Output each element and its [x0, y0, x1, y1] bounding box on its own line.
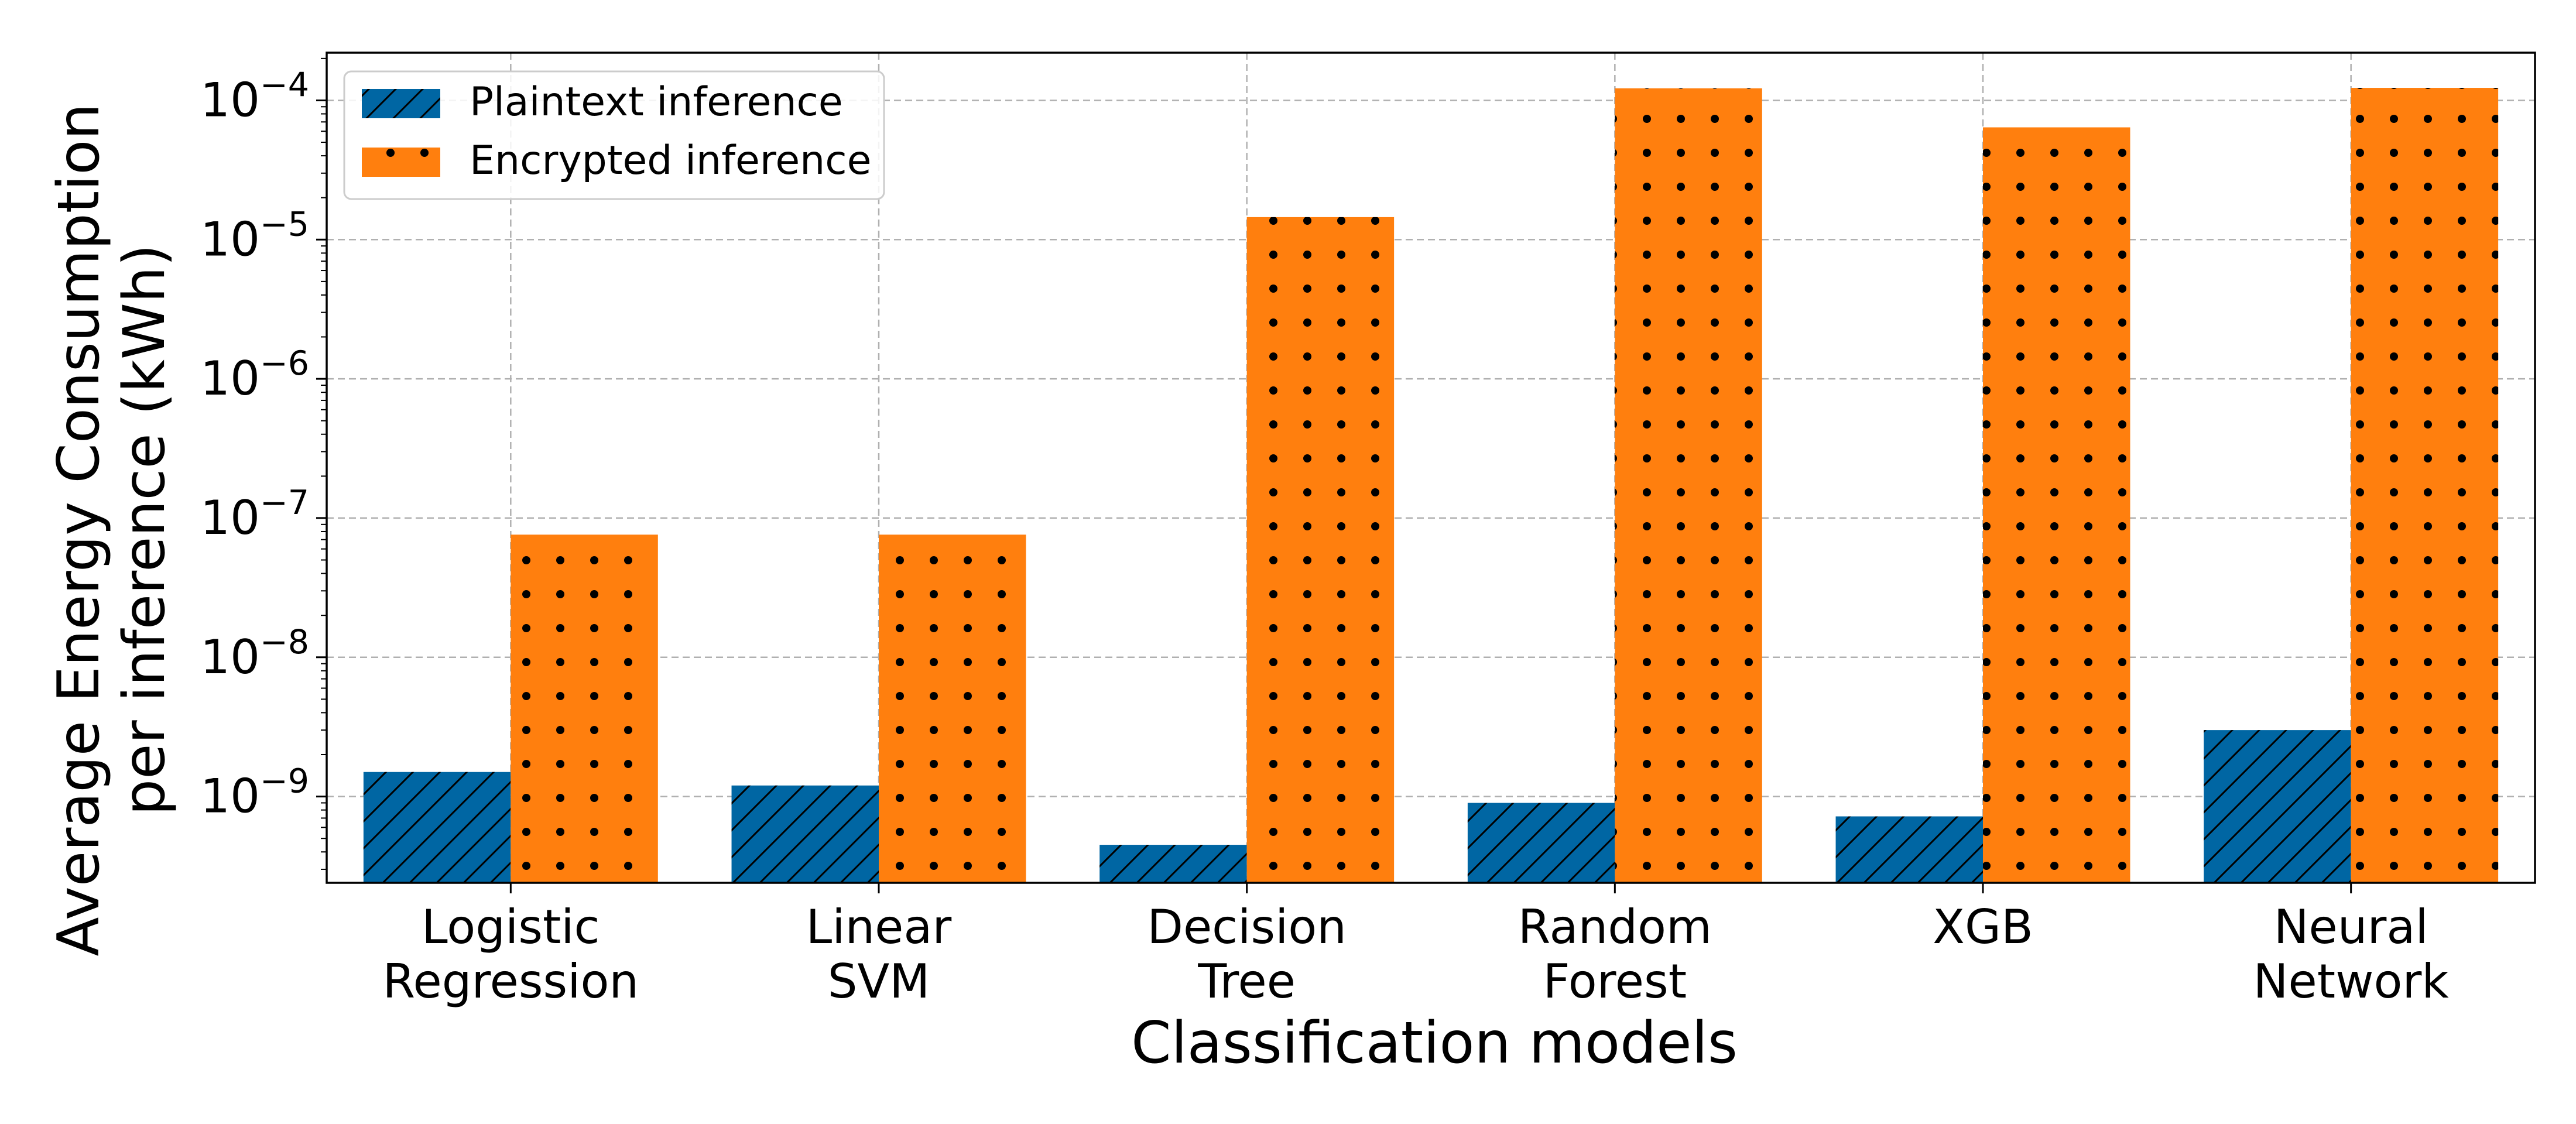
x-tick-label: Neural [2274, 900, 2428, 954]
legend-label: Plaintext inference [470, 79, 843, 125]
encrypted-bar-pattern [2351, 88, 2499, 883]
y-tick-label: 10−4 [200, 66, 309, 127]
y-tick-label: 10−6 [200, 344, 309, 406]
x-tick-label: Decision [1147, 900, 1347, 954]
plot-frame [326, 52, 2536, 884]
x-tick-label: XGB [1933, 900, 2033, 954]
x-axis-title: Classification models [1131, 1010, 1738, 1077]
encrypted-bar-pattern [511, 534, 658, 883]
x-tick-label: SVM [828, 954, 930, 1009]
plaintext-bar-pattern [1467, 803, 1615, 883]
x-tick-label: Regression [383, 954, 639, 1009]
legend-swatch-pattern [362, 148, 440, 177]
tick-labels: 10−9 10−8 10−7 10−6 10−5 10−4 LogisticRegressi… [200, 66, 2449, 1009]
encrypted-bar-pattern [1246, 217, 1395, 883]
encrypted-bar-pattern [879, 534, 1026, 883]
y-tick-label: 10−5 [200, 205, 309, 266]
plaintext-bar-pattern [2204, 730, 2351, 883]
y-axis-title-line-1: Average Energy Consumption [46, 104, 112, 957]
x-tick-label: Tree [1197, 954, 1296, 1009]
legend-label: Encrypted inference [470, 138, 871, 184]
x-tick-label: Network [2253, 954, 2450, 1009]
y-axis-title-line-2: per inference (kWh) [111, 244, 178, 815]
x-tick-label: Logistic [422, 900, 600, 954]
encrypted-bar-pattern [1615, 88, 1762, 883]
plaintext-bar-pattern [1835, 816, 1983, 883]
plaintext-bar-pattern [1099, 845, 1247, 883]
plaintext-bar-pattern [363, 772, 511, 883]
legend-box [343, 70, 885, 200]
plaintext-bar-pattern [731, 785, 879, 883]
x-tick-label: Forest [1543, 954, 1687, 1009]
x-tick-label: Linear [806, 900, 952, 954]
legend-swatch-pattern [362, 89, 440, 118]
y-tick-label: 10−8 [200, 623, 309, 684]
encrypted-bar-pattern [1983, 127, 2130, 883]
bars [363, 88, 2499, 883]
y-tick-label: 10−9 [200, 762, 309, 824]
x-tick-label: Random [1518, 900, 1712, 954]
legend: Plaintext inference Encrypted inference [343, 70, 885, 200]
y-tick-label: 10−7 [200, 484, 309, 545]
axes [316, 52, 2536, 893]
